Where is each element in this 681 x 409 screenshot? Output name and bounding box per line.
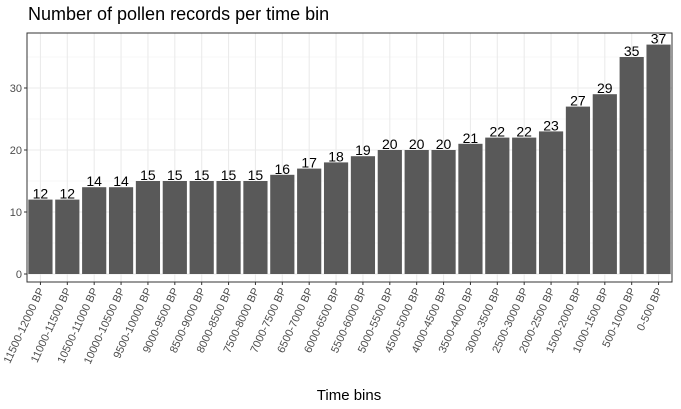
bar [243,181,268,274]
data-label: 14 [113,173,129,189]
bar [82,187,107,274]
data-label: 21 [463,130,479,146]
data-label: 17 [301,155,317,171]
bar [404,150,429,274]
data-label: 20 [436,136,452,152]
bar [323,162,349,274]
data-label: 12 [60,186,76,202]
bar [485,137,510,274]
bar [350,156,376,274]
data-label: 29 [597,80,613,96]
data-label: 15 [140,167,156,183]
bar [108,187,134,274]
y-tick-label: 0 [16,269,22,281]
panel-border [26,32,673,283]
data-label: 37 [651,31,667,47]
data-label: 20 [409,136,425,152]
bar [377,150,402,274]
x-axis-title: Time bins [317,387,381,404]
data-label: 16 [275,161,291,177]
data-label: 35 [624,43,640,59]
y-tick-label: 20 [10,145,22,157]
data-label: 18 [328,148,344,164]
bar [162,181,187,274]
bar [297,168,322,274]
data-label: 27 [570,93,586,109]
data-label: 23 [543,117,559,133]
y-tick-label: 30 [10,83,22,95]
data-label: 15 [194,167,210,183]
bar [458,143,483,274]
data-label: 19 [355,142,371,158]
bar [646,44,671,274]
y-tick-label: 10 [10,207,22,219]
bar [270,174,295,274]
data-label: 12 [33,186,49,202]
data-label: 14 [86,173,102,189]
bar [28,199,53,274]
data-label: 20 [382,136,398,152]
bar [55,199,80,274]
data-label: 15 [167,167,183,183]
bar [619,57,644,274]
data-label: 15 [248,167,264,183]
data-label: 22 [516,124,532,140]
x-tick-label: 0-500 BP [635,286,665,333]
y-axis: 0 10 20 30 [10,83,27,281]
data-label: 15 [221,167,237,183]
data-label-layer: 12 12 14 14 15 15 15 15 15 16 17 18 19 20 20 20 21 22 22 23… [33,31,667,202]
bar [135,181,161,274]
bar [189,181,214,274]
bar [538,131,564,274]
bar [565,106,591,274]
bar [512,137,537,274]
data-label: 22 [490,124,506,140]
chart-title: Number of pollen records per time bin [28,4,330,24]
bar [431,150,456,274]
bar-layer [28,44,671,274]
bar [592,94,617,274]
bar [216,181,241,274]
